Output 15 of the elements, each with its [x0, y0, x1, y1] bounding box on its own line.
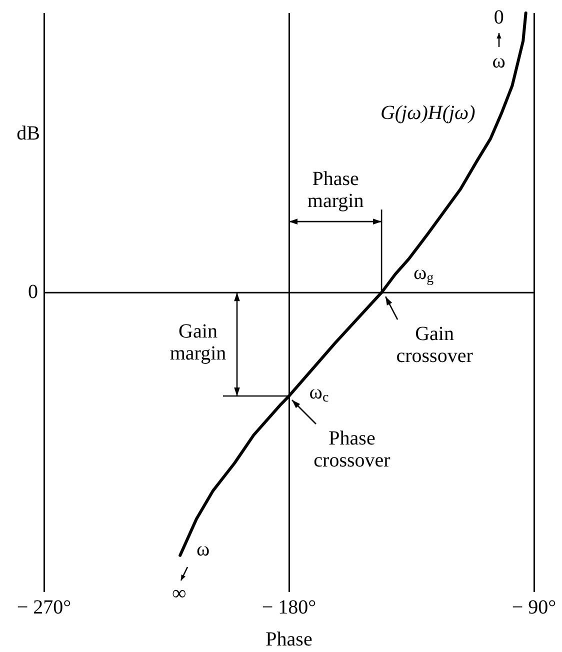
annotation: ω	[196, 538, 210, 561]
ref-line-label: 0	[28, 280, 38, 303]
y-axis-title: dB	[16, 122, 40, 144]
text: ∞	[172, 582, 186, 605]
x-tick-label: − 90°	[512, 596, 556, 618]
series-label: G(jω)H(jω)	[380, 102, 476, 124]
annotation: ω	[492, 50, 506, 72]
annotation: Gain margin	[170, 320, 226, 364]
x-axis-title: Phase	[266, 628, 312, 650]
x-tick-label: − 270°	[16, 596, 72, 618]
annotation: Gain crossover	[396, 322, 474, 367]
annotation: Phase crossover	[314, 427, 391, 472]
annotation: Phase margin	[307, 168, 364, 212]
annotation: 0	[494, 6, 504, 28]
x-tick-label: − 180°	[262, 596, 316, 618]
